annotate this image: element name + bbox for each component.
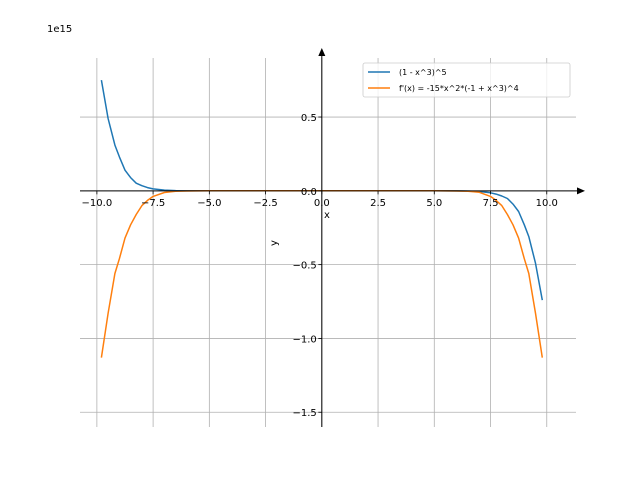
x-axis-arrow: [577, 187, 585, 195]
y-tick-label: −1.0: [293, 334, 317, 345]
tick-labels: −10.0 −7.5 −5.0 −2.5 0.0 2.5 5.0 7.5 10.0 −1.5 −1.…: [82, 113, 558, 419]
legend-box: [362, 62, 571, 98]
x-tick-label: −2.5: [253, 198, 277, 209]
x-tick-label: 7.5: [483, 198, 499, 209]
x-tick-label: −7.5: [141, 198, 165, 209]
legend-label-series-2: f'(x) = -15*x^2*(-1 + x^3)^4: [399, 84, 519, 93]
x-tick-label: 2.5: [370, 198, 386, 209]
legend: (1 - x^3)^5 f'(x) = -15*x^2*(-1 + x^3)^4: [362, 62, 571, 98]
y-tick-label: 0.5: [301, 113, 317, 124]
y-tick-label: −1.5: [293, 408, 317, 419]
y-offset-text: 1e15: [47, 24, 72, 35]
legend-label-series-1: (1 - x^3)^5: [399, 68, 447, 77]
x-tick-label: 0.0: [314, 198, 330, 209]
axes: [80, 48, 585, 427]
y-tick-label: −0.5: [293, 261, 317, 272]
grid: [80, 58, 576, 427]
x-tick-label: −10.0: [82, 198, 113, 209]
x-tick-label: −5.0: [197, 198, 221, 209]
y-tick-label: 0.0: [301, 187, 317, 198]
y-axis-arrow: [318, 48, 326, 56]
y-axis-label: y: [269, 240, 280, 246]
x-tick-label: 5.0: [426, 198, 442, 209]
x-tick-label: 10.0: [536, 198, 558, 209]
x-axis-label: x: [324, 210, 330, 221]
